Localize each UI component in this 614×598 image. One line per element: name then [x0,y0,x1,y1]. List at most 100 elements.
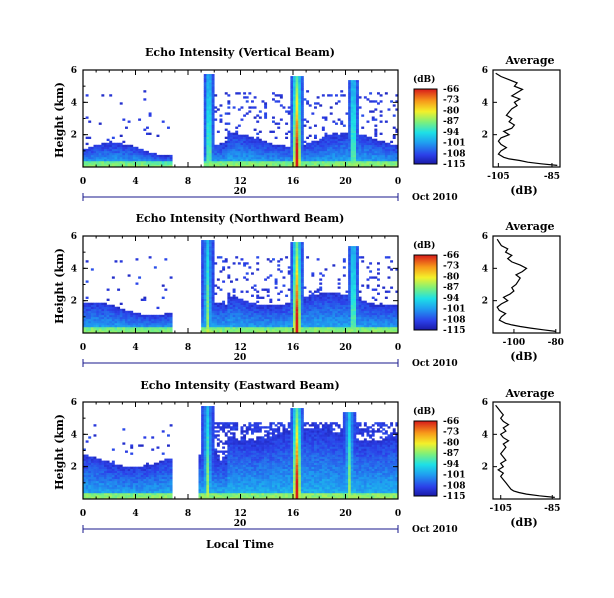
heatmap-cell [295,294,299,297]
heatmap-cell [274,322,278,326]
heatmap-cell [269,164,273,168]
heatmap-cell [290,302,294,306]
heatmap-cell [348,250,352,253]
heatmap-cell [308,326,312,330]
heatmap-cell [258,326,262,330]
heatmap-cell [345,146,349,150]
heatmap-cell [135,480,139,484]
heatmap-cell [122,156,126,160]
heatmap-cell [356,146,359,150]
heatmap-cell [293,84,296,87]
heatmap-cell [348,102,352,105]
heatmap-cell [203,296,207,299]
heatmap-cell [379,160,383,164]
heatmap-cell [266,142,270,146]
heatmap-cell [390,318,394,322]
heatmap-cell [353,116,357,119]
heatmap-cell [85,484,89,488]
heatmap-cell [138,482,142,486]
heatmap-cell [209,316,212,320]
heatmap-cell [127,324,131,328]
heatmap-cell [111,136,115,140]
heatmap-cell [232,140,236,144]
heatmap-cell [293,128,296,131]
heatmap-cell [324,320,328,324]
heatmap-cell [342,142,346,146]
heatmap-cell [83,150,86,154]
heatmap-cell [83,162,86,166]
heatmap-cell [232,314,236,318]
heatmap-cell [235,326,239,330]
heatmap-cell [146,164,149,168]
heatmap-cell [379,304,383,308]
heatmap-cell [240,164,244,168]
heatmap-cell [342,326,346,330]
heatmap-cell [395,146,399,150]
heatmap-cell [269,154,273,158]
heatmap-cell [148,480,152,484]
heatmap-cell [224,142,228,146]
heatmap-cell [345,320,349,324]
heatmap-cell [256,306,260,310]
heatmap-cell [298,164,302,168]
heatmap-cell [209,126,212,129]
heatmap-cell [169,314,173,318]
heatmap-cell [138,276,142,279]
heatmap-cell [366,310,370,314]
heatmap-cell [251,304,254,308]
heatmap-cell [371,312,375,316]
heatmap-cell [251,302,254,306]
heatmap-cell [216,320,220,324]
heatmap-cell [211,284,215,287]
heatmap-cell [245,330,249,334]
heatmap-cell [298,318,302,322]
heatmap-cell [274,148,278,152]
heatmap-cell [216,318,220,322]
heatmap-cell [253,328,257,332]
heatmap-cell [287,316,291,320]
heatmap-cell [390,150,394,154]
heatmap-cell [342,310,346,314]
heatmap-cell [140,298,144,301]
heatmap-cell [109,164,113,168]
heatmap-cell [151,154,155,158]
heatmap-cell [101,466,105,469]
heatmap-cell [127,120,131,123]
heatmap-cell [335,294,338,297]
heatmap-cell [106,330,110,334]
heatmap-cell [209,162,212,166]
heatmap-cell [332,158,336,162]
heatmap-cell [101,312,105,316]
heatmap-cell [88,494,92,498]
heatmap-cell [350,292,354,295]
heatmap-cell [96,322,100,326]
heatmap-cell [274,306,278,310]
heatmap-cell [93,318,97,322]
heatmap-cell [382,150,386,154]
heatmap-cell [298,158,302,162]
heatmap-cell [211,84,215,87]
heatmap-cell [203,240,207,243]
heatmap-cell [201,242,205,245]
heatmap-cell [135,488,139,492]
heatmap-cell [237,146,241,150]
heatmap-cell [314,158,317,162]
heatmap-cell [321,154,325,158]
heatmap-cell [335,330,338,334]
average-xlabel: (dB) [510,350,537,363]
heatmap-cell [287,148,291,152]
heatmap-cell [303,124,307,127]
heatmap-cell [295,246,299,249]
heatmap-cell [209,324,212,328]
heatmap-cell [348,256,352,259]
heatmap-cell [348,96,352,99]
average-line [495,72,558,166]
heatmap-cell [248,136,252,140]
heatmap-cell [277,264,281,267]
heatmap-cell [114,330,118,334]
heatmap-cell [374,276,378,279]
heatmap-cell [119,150,123,154]
heatmap-cell [390,308,394,312]
heatmap-cell [358,304,362,308]
heatmap-cell [350,136,354,140]
